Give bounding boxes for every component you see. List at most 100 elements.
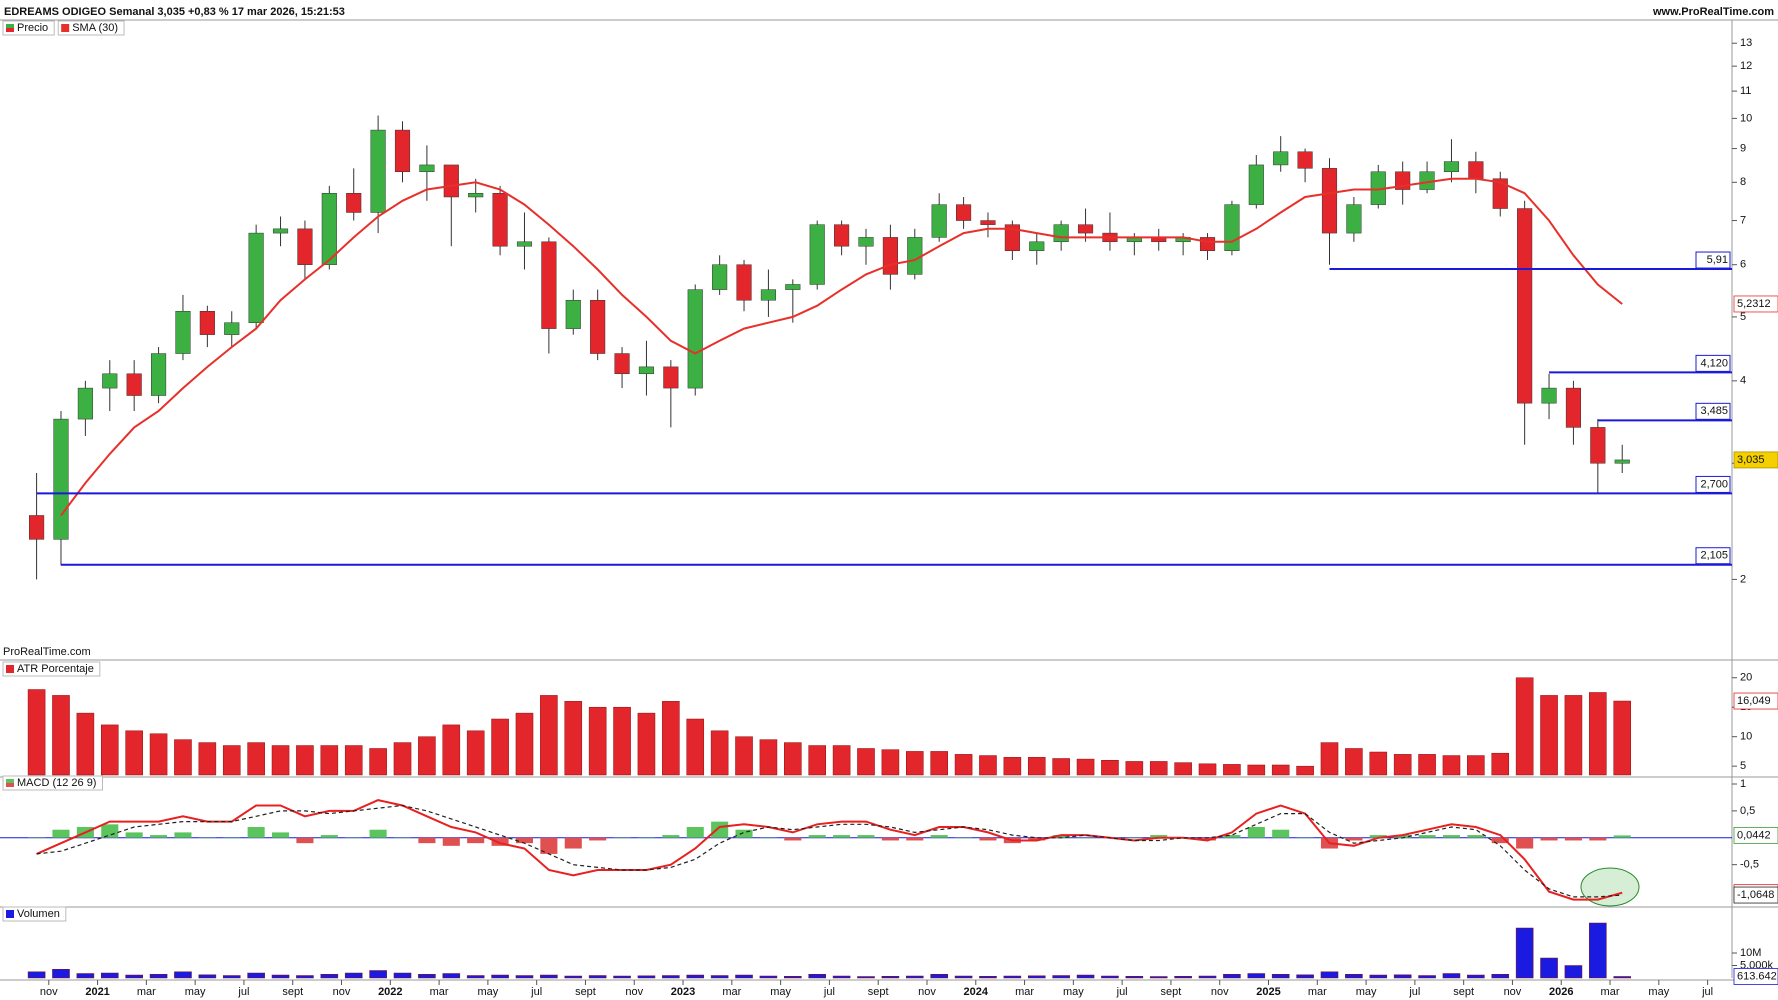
bar [662, 975, 680, 979]
bar [710, 730, 729, 776]
y-tick-label: 8 [1740, 176, 1746, 188]
candle-body [809, 224, 825, 285]
bar [52, 969, 70, 979]
x-tick-label: may [1063, 986, 1084, 998]
bar [955, 837, 973, 839]
candle-body [102, 373, 118, 389]
candle-body [150, 353, 167, 396]
bar [1589, 837, 1607, 841]
bar [1369, 974, 1388, 979]
bar [930, 835, 948, 838]
bar [784, 837, 802, 841]
candle-body [1199, 237, 1216, 251]
candle-body [297, 228, 313, 265]
value-tag-label: 613.642 [1737, 970, 1777, 982]
bar [735, 829, 753, 838]
bar [1613, 700, 1632, 776]
bar [906, 751, 924, 776]
bar [467, 837, 485, 844]
bar [418, 974, 436, 979]
x-tick-label: mar [1308, 986, 1327, 998]
bar [1125, 761, 1144, 776]
level-box [1695, 475, 1731, 493]
bar [1271, 974, 1290, 979]
header-site: www.ProRealTime.com [1652, 6, 1774, 18]
bar [271, 974, 290, 979]
level-label: 4,120 [1700, 357, 1728, 369]
bar [759, 837, 777, 839]
bar [1027, 975, 1046, 979]
legend-label: Volumen [17, 908, 60, 920]
bar [979, 755, 997, 776]
level-label: 5,91 [1707, 254, 1728, 266]
bar [662, 835, 680, 838]
y-tick-label: 9 [1740, 142, 1746, 154]
bar [1149, 761, 1168, 776]
bar [1369, 751, 1388, 776]
candle-body [321, 192, 337, 265]
bar [1540, 695, 1558, 776]
level-box [1695, 251, 1731, 269]
legend-box [2, 20, 55, 36]
bar [320, 745, 339, 776]
bar [930, 751, 948, 776]
x-tick-label: mar [430, 986, 449, 998]
bar [881, 749, 900, 776]
series-line [36, 804, 1623, 898]
y-tick-label: 12 [1740, 60, 1752, 72]
bar [564, 837, 582, 849]
bar [1345, 974, 1363, 979]
candle-body [882, 237, 898, 275]
bar [686, 827, 704, 838]
bar [1564, 695, 1583, 776]
bar [1003, 757, 1022, 776]
bar [223, 837, 241, 839]
y-tick-label: 7 [1740, 214, 1746, 226]
candle-body [736, 264, 752, 301]
bar [881, 976, 900, 979]
bar [149, 733, 168, 776]
candle-body [1321, 168, 1338, 234]
bar [735, 736, 753, 776]
y-tick-label: 10 [1740, 731, 1752, 743]
candle-body [1565, 387, 1582, 428]
header-title: EDREAMS ODIGEO Semanal 3,035 +0,83 % 17 … [4, 6, 345, 18]
x-tick-label: mar [722, 986, 741, 998]
bar [198, 742, 217, 776]
bar [271, 745, 290, 776]
legend-label: Precio [17, 22, 48, 34]
candle-body [712, 264, 728, 290]
candle-body [346, 192, 362, 213]
bar [564, 701, 583, 776]
bar [393, 972, 412, 979]
candle-body [760, 289, 776, 301]
y-tick-label: 2 [1740, 573, 1746, 585]
bar [1613, 835, 1631, 838]
bar [1223, 835, 1241, 838]
bar [1418, 975, 1436, 979]
x-tick-label: jul [1701, 986, 1713, 998]
bar [101, 824, 119, 838]
x-tick-label: mar [1601, 986, 1620, 998]
candle-body [394, 129, 411, 173]
y-tick-label: -0,5 [1740, 859, 1759, 871]
bar [125, 832, 143, 838]
bar [491, 718, 509, 776]
x-tick-label: sept [1161, 986, 1182, 998]
bar [1052, 835, 1070, 838]
bar [149, 974, 168, 979]
bar [613, 706, 631, 776]
level-box [1695, 402, 1731, 420]
x-tick-label: jul [1116, 986, 1128, 998]
bar [637, 712, 656, 776]
bar [515, 975, 534, 979]
candle-body [980, 220, 996, 225]
legend-swatch [6, 910, 14, 918]
bar [930, 974, 948, 979]
candle-body [443, 164, 459, 198]
bar [1589, 922, 1607, 979]
bar [1198, 763, 1217, 776]
value-tag [1733, 295, 1778, 313]
bar [442, 724, 461, 776]
